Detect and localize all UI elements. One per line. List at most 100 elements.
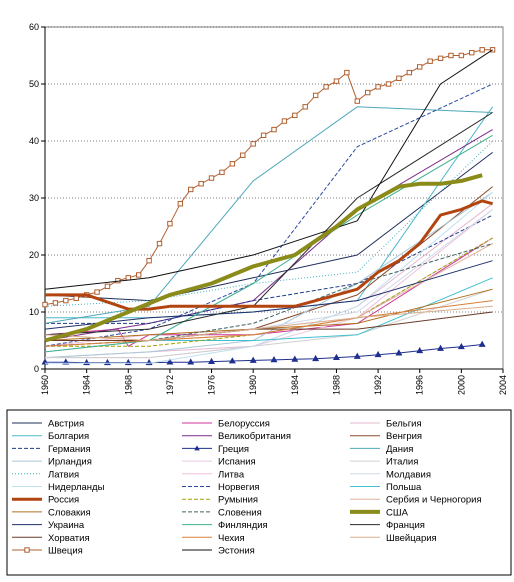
series-line [44,49,493,290]
legend-item-15: Нидерланды [12,482,105,493]
legend-label: Литва [218,469,245,480]
data-point [125,275,131,281]
data-point [457,342,465,350]
data-point [156,240,163,247]
legend-item-9: Ирландия [12,457,92,468]
data-point [188,186,194,193]
legend-label: Дания [386,444,413,455]
series-15 [45,191,493,364]
series-line [44,106,493,324]
series-layer [41,47,496,366]
legend-label: Великобритания [218,431,291,442]
data-point [478,340,486,347]
legend-label: Чехия [218,533,245,544]
data-point [270,356,278,363]
series-29 [44,305,493,341]
legend-label: Германия [48,444,91,455]
legend-label: Польша [386,482,422,493]
data-point [374,350,382,358]
x-tick-label: 1984 [290,375,300,395]
legend-item-20: Сербия и Черногория [350,495,482,506]
x-tick-label: 1960 [40,375,50,395]
data-point [312,92,319,99]
legend: Австрия Белоруссия Бельгия Болгария Великобр… [6,409,512,576]
data-point [396,75,402,81]
data-point [240,152,246,158]
data-point [208,357,216,364]
legend-item-17: Польша [350,482,422,493]
data-point [135,272,142,278]
data-point [437,55,444,62]
data-point [291,355,299,362]
series-line [45,344,483,364]
x-tick-label: 2004 [498,375,508,395]
legend-label: Испания [218,457,256,468]
data-point [228,357,236,364]
series-line [44,134,493,353]
data-point [354,98,360,104]
legend-label: Ирландия [48,457,92,468]
series-24 [44,260,493,330]
legend-item-18: Россия [12,495,79,506]
x-tick-label: 1988 [331,375,341,395]
legend-label: Норвегия [218,482,260,493]
legend-item-7: Греция [182,444,249,455]
legend-label: Швейцария [386,533,437,544]
legend-item-11: Италия [350,457,418,468]
x-tick-label: 1972 [165,375,175,395]
series-line [44,305,493,341]
legend-item-27: Хорватия [12,533,90,544]
legend-label: Белоруссия [218,419,270,430]
data-point [104,283,111,290]
legend-item-1: Белоруссия [182,419,270,430]
data-point [479,47,485,53]
data-point [229,161,236,167]
legend-label: Хорватия [48,533,90,544]
series-30 [42,47,496,308]
legend-item-5: Венгрия [350,431,422,442]
legend-label: Бельгия [386,419,422,430]
x-tick-label: 1996 [415,375,425,395]
series-8 [44,106,493,324]
legend-label: Венгрия [386,431,422,442]
x-tick-label: 1980 [248,375,258,395]
data-point [375,84,381,90]
legend-item-26: Франция [350,520,425,531]
y-tick-label: 40 [29,136,39,146]
legend-item-29: Швейцария [350,533,437,544]
data-point [458,52,465,59]
legend-label: Швеция [48,546,83,557]
series-7 [41,340,486,366]
series-18 [45,199,493,311]
data-point [52,300,59,306]
data-point [260,132,267,139]
legend-item-2: Бельгия [350,419,422,430]
legend-label: Финляндия [218,520,268,531]
data-point [73,295,79,302]
data-point [312,354,320,362]
data-point [166,358,174,365]
legend-label: Латвия [48,469,79,480]
data-point [416,346,424,354]
data-point [344,69,350,76]
data-point [177,201,184,207]
y-tick-label: 10 [29,307,39,317]
data-point [302,104,308,110]
series-line [44,140,493,307]
series-line [45,214,493,324]
data-point [187,358,195,365]
legend-item-23: США [350,507,409,518]
data-point [427,58,433,64]
legend-item-0: Австрия [12,419,84,430]
y-tick-label: 0 [34,364,39,374]
data-point [146,258,152,264]
series-line [45,191,493,364]
legend-item-10: Испания [182,457,256,468]
legend-label: Словения [218,507,262,518]
data-point [385,81,392,87]
data-point [94,289,100,295]
data-point [167,220,173,227]
legend-item-3: Болгария [12,431,89,442]
series-line [45,199,493,311]
